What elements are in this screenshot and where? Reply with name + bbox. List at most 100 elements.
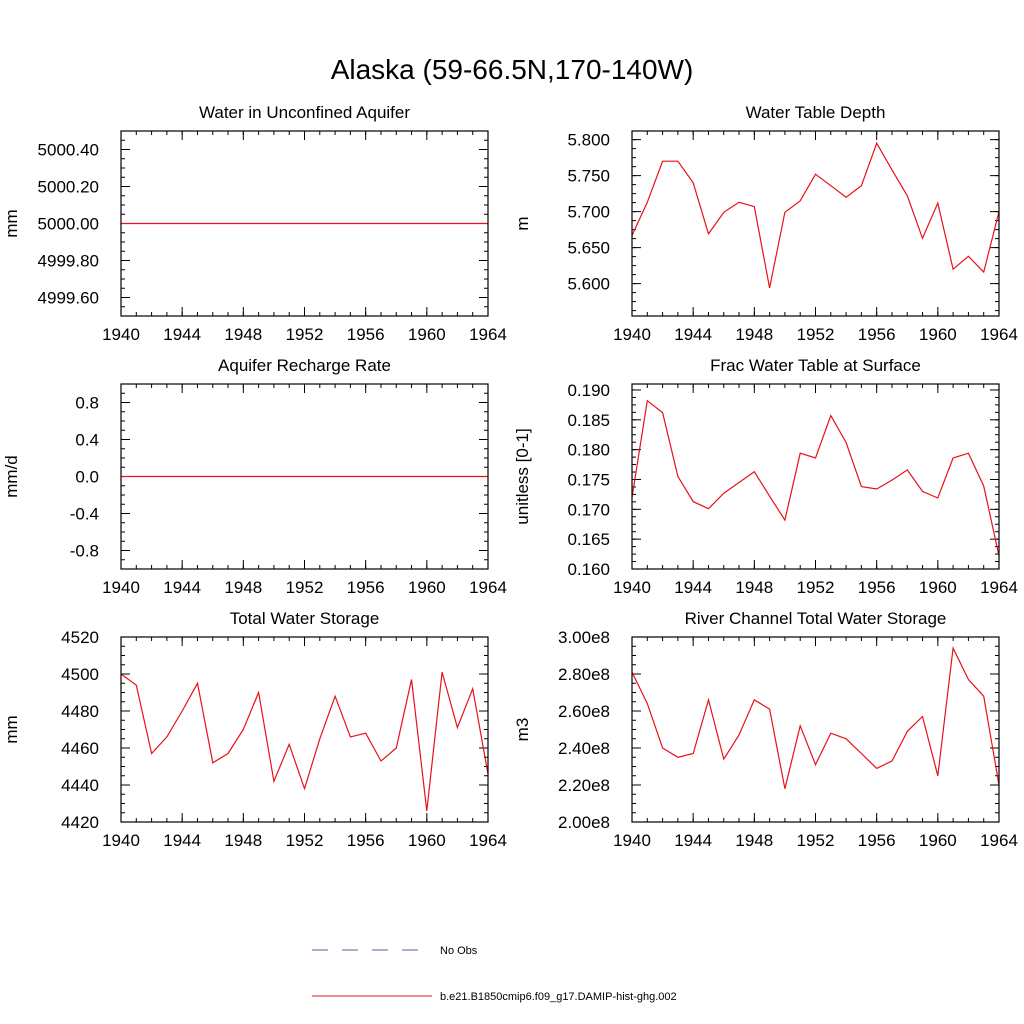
y-tick-label: 0.8 [75, 394, 99, 413]
y-tick-label: 4520 [61, 628, 99, 647]
plot-frame [120, 130, 489, 317]
x-tick-label: 1956 [858, 325, 896, 344]
x-tick-label: 1944 [674, 578, 712, 597]
y-tick-label: 0.160 [567, 560, 610, 579]
x-tick-label: 1960 [408, 578, 446, 597]
legend-item: b.e21.B1850cmip6.f09_g17.DAMIP-hist-ghg.… [312, 991, 677, 1003]
plot-frame [120, 383, 489, 570]
y-axis-label: unitless [0-1] [513, 428, 532, 524]
y-tick-label: 4999.60 [38, 289, 99, 308]
x-tick-label: 1948 [735, 325, 773, 344]
y-axis-label: mm/d [2, 455, 21, 498]
y-axis-label: mm [2, 209, 21, 237]
y-tick-label: 0.175 [567, 470, 610, 489]
y-tick-label: 0.170 [567, 500, 610, 519]
x-tick-label: 1956 [858, 831, 896, 850]
y-tick-label: 0.190 [567, 381, 610, 400]
chart-panel: River Channel Total Water Storage m3 1940 1… [513, 609, 1018, 850]
x-tick-label: 1952 [797, 578, 835, 597]
y-tick-label: 4999.80 [38, 252, 99, 271]
x-tick-label: 1952 [797, 325, 835, 344]
y-tick-label: 5000.40 [38, 141, 99, 160]
x-tick-label: 1952 [286, 578, 324, 597]
x-tick-label: 1948 [735, 831, 773, 850]
plot-frame [631, 130, 1000, 317]
y-tick-label: 3.00e8 [558, 628, 610, 647]
x-tick-label: 1952 [797, 831, 835, 850]
y-tick-label: 4420 [61, 813, 99, 832]
panel-title: Total Water Storage [230, 609, 380, 628]
x-tick-label: 1944 [163, 831, 201, 850]
series-line [631, 141, 1000, 289]
x-tick-label: 1940 [102, 325, 140, 344]
series-line [120, 671, 489, 811]
y-tick-label: -0.8 [70, 542, 99, 561]
x-tick-label: 1960 [919, 831, 957, 850]
x-tick-label: 1960 [408, 325, 446, 344]
x-tick-label: 1948 [224, 325, 262, 344]
series-line [631, 399, 1000, 557]
x-tick-label: 1956 [347, 831, 385, 850]
x-tick-label: 1948 [224, 578, 262, 597]
x-tick-label: 1964 [980, 325, 1018, 344]
chart-panel: Total Water Storage mm 1940 1944 1948 1952 195… [2, 609, 507, 850]
y-axis-label: mm [2, 715, 21, 743]
x-tick-label: 1940 [102, 831, 140, 850]
plot-frame [120, 636, 489, 823]
x-tick-label: 1956 [858, 578, 896, 597]
x-tick-label: 1948 [224, 831, 262, 850]
panel-title: Aquifer Recharge Rate [218, 356, 391, 375]
y-tick-label: 2.00e8 [558, 813, 610, 832]
panel-title: Water Table Depth [746, 103, 886, 122]
x-tick-label: 1960 [408, 831, 446, 850]
y-tick-label: 2.40e8 [558, 739, 610, 758]
y-tick-label: 5.700 [567, 203, 610, 222]
legend-label: No Obs [440, 945, 478, 957]
y-axis-label: m3 [513, 718, 532, 742]
y-tick-label: 5.650 [567, 239, 610, 258]
chart-panel: Water in Unconfined Aquifer mm 1940 1944 194… [2, 103, 507, 344]
x-tick-label: 1940 [613, 831, 651, 850]
x-tick-label: 1940 [613, 325, 651, 344]
y-tick-label: 4440 [61, 776, 99, 795]
y-tick-label: 0.0 [75, 468, 99, 487]
x-tick-label: 1952 [286, 325, 324, 344]
panel-title: Water in Unconfined Aquifer [199, 103, 410, 122]
y-axis-label: m [513, 216, 532, 230]
plot-frame [631, 383, 1000, 570]
y-tick-label: 5.750 [567, 167, 610, 186]
x-tick-label: 1944 [163, 325, 201, 344]
y-tick-label: 0.165 [567, 530, 610, 549]
x-tick-label: 1944 [163, 578, 201, 597]
y-tick-label: 4460 [61, 739, 99, 758]
y-tick-label: 5000.00 [38, 215, 99, 234]
x-tick-label: 1964 [469, 325, 507, 344]
x-tick-label: 1940 [102, 578, 140, 597]
y-tick-label: 4480 [61, 702, 99, 721]
y-tick-label: 0.180 [567, 441, 610, 460]
x-tick-label: 1956 [347, 578, 385, 597]
figure-title: Alaska (59-66.5N,170-140W) [330, 54, 694, 85]
y-tick-label: -0.4 [70, 505, 99, 524]
x-tick-label: 1956 [347, 325, 385, 344]
x-tick-label: 1944 [674, 325, 712, 344]
x-tick-label: 1964 [980, 831, 1018, 850]
chart-panel: Water Table Depth m 1940 1944 1948 1952 1956 19… [513, 103, 1018, 344]
x-tick-label: 1952 [286, 831, 324, 850]
chart-panel: Aquifer Recharge Rate mm/d 1940 1944 1948 195… [2, 356, 507, 597]
y-tick-label: 0.4 [75, 431, 99, 450]
panel-title: River Channel Total Water Storage [685, 609, 947, 628]
x-tick-label: 1964 [469, 831, 507, 850]
legend-item: No Obs [312, 945, 478, 957]
chart-panel: Frac Water Table at Surface unitless [0-1… [513, 356, 1018, 597]
y-tick-label: 2.20e8 [558, 776, 610, 795]
x-tick-label: 1964 [980, 578, 1018, 597]
y-tick-label: 5.600 [567, 275, 610, 294]
y-tick-label: 5.800 [567, 131, 610, 150]
y-tick-label: 0.185 [567, 411, 610, 430]
x-tick-label: 1964 [469, 578, 507, 597]
legend: No Obs b.e21.B1850cmip6.f09_g17.DAMIP-his… [312, 945, 677, 1003]
y-tick-label: 2.60e8 [558, 702, 610, 721]
series-line [631, 646, 1000, 789]
